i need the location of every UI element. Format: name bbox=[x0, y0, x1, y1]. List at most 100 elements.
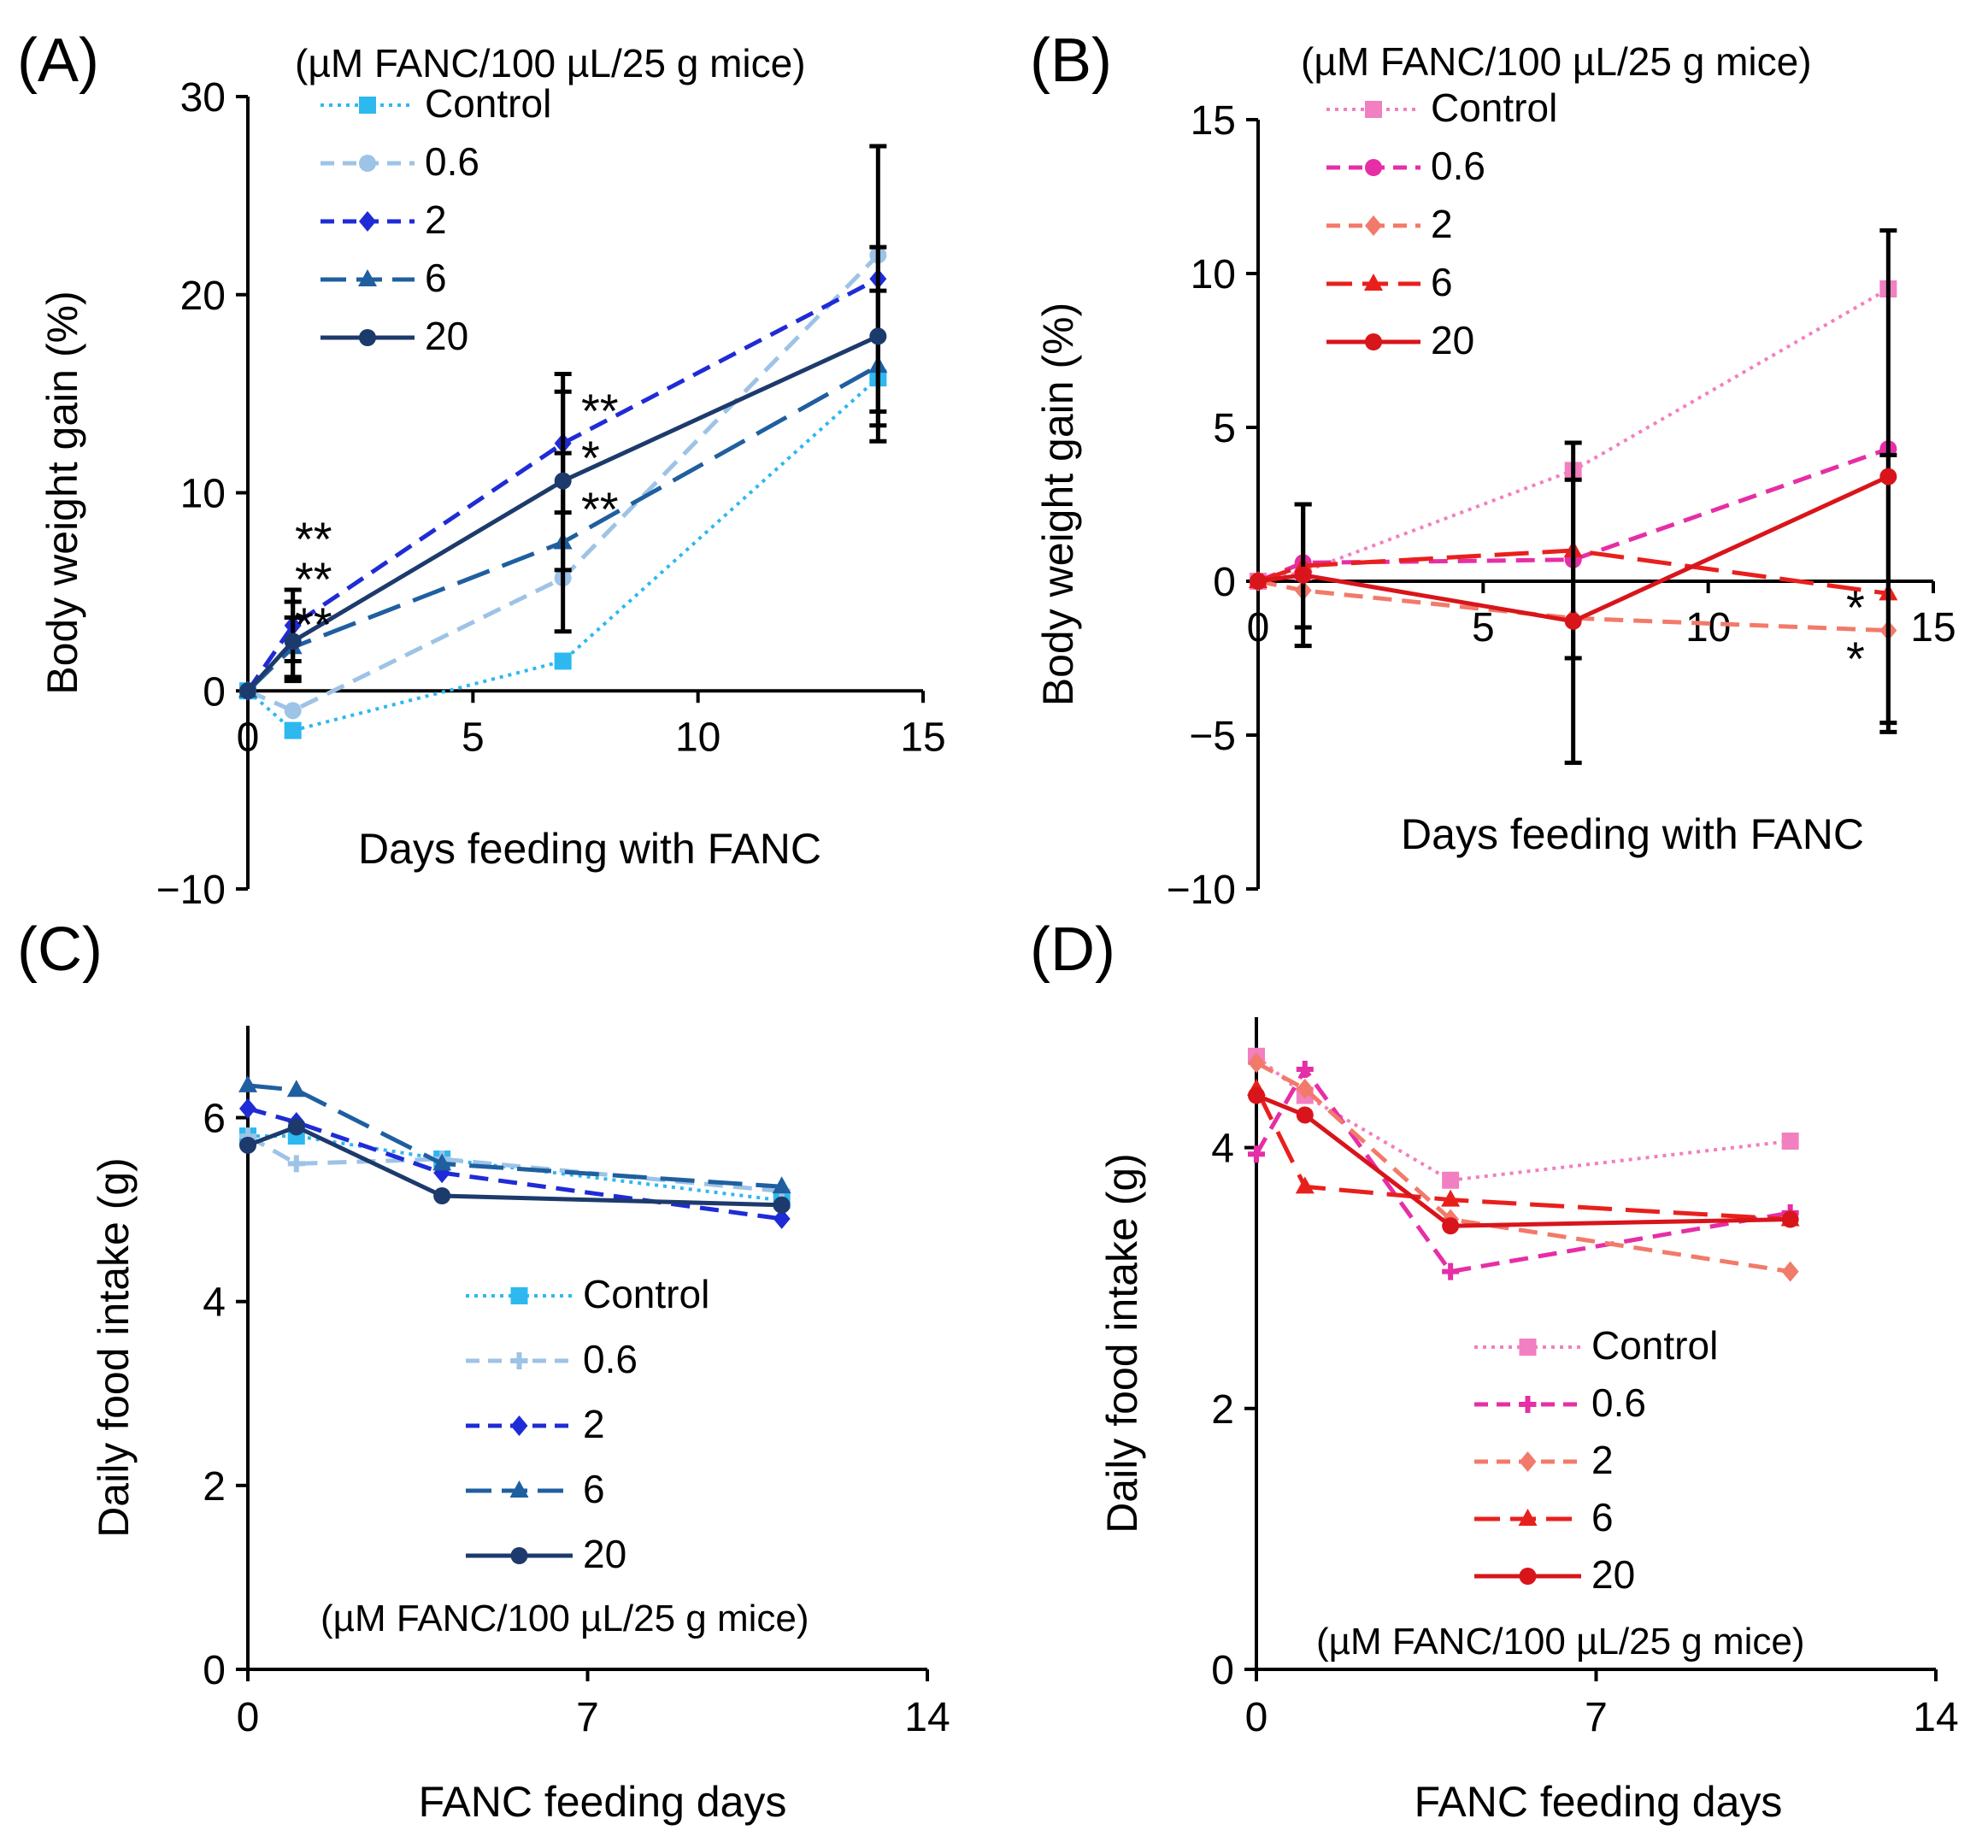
marker-circle bbox=[869, 327, 887, 345]
marker-circle bbox=[359, 329, 376, 346]
marker-diamond bbox=[1365, 215, 1382, 236]
marker-plus bbox=[287, 1155, 305, 1173]
series-line bbox=[1254, 1065, 1791, 1274]
legend-entry: 6 bbox=[425, 256, 447, 300]
y-axis-label: Body weight gain (%) bbox=[38, 291, 86, 694]
y-tick-label: −10 bbox=[1167, 868, 1236, 913]
marker-square bbox=[1365, 101, 1382, 118]
y-tick-label: 2 bbox=[1211, 1387, 1234, 1433]
x-tick-label: 0 bbox=[1245, 1695, 1268, 1740]
y-tick-label: 10 bbox=[180, 472, 226, 517]
panel-label: (C) bbox=[17, 915, 103, 984]
legend-entry: Control bbox=[583, 1272, 709, 1316]
marker-triangle bbox=[1364, 274, 1383, 291]
marker-square bbox=[1442, 1171, 1460, 1189]
series-line bbox=[246, 376, 879, 733]
marker-diamond bbox=[1519, 1451, 1537, 1472]
marker-diamond bbox=[773, 1208, 791, 1229]
significance-asterisk: * bbox=[581, 431, 600, 485]
y-tick-label: 5 bbox=[1213, 406, 1236, 451]
legend-entry: 0.6 bbox=[583, 1337, 638, 1381]
legend-entry: 2 bbox=[1431, 202, 1453, 246]
marker-plus bbox=[1248, 1145, 1265, 1163]
marker-diamond bbox=[510, 1415, 528, 1436]
legend-entry: 6 bbox=[1591, 1495, 1614, 1539]
y-tick-label: 0 bbox=[1211, 1648, 1234, 1693]
legend-entry: Control bbox=[1431, 85, 1557, 130]
marker-triangle bbox=[772, 1176, 791, 1194]
series-2 bbox=[1248, 1052, 1799, 1282]
y-tick-label: 0 bbox=[1213, 560, 1236, 605]
marker-circle bbox=[284, 702, 302, 720]
series-line bbox=[1257, 548, 1889, 596]
y-tick-label: 15 bbox=[1191, 98, 1236, 144]
panel-d: (D) 0 2 4 0 7 14 FANC feeding days Daily food in… bbox=[1030, 915, 1959, 1826]
marker-diamond bbox=[1296, 1078, 1314, 1099]
marker-plus bbox=[1296, 1061, 1314, 1079]
series-6 bbox=[1247, 1078, 1800, 1227]
marker-circle bbox=[1365, 159, 1382, 176]
marker-plus bbox=[1442, 1262, 1460, 1280]
series-line bbox=[247, 1124, 782, 1208]
x-tick-label: 15 bbox=[900, 715, 945, 760]
x-tick-label: 10 bbox=[1685, 605, 1731, 650]
marker-circle bbox=[239, 1136, 256, 1154]
marker-diamond bbox=[239, 1098, 256, 1119]
series-2 bbox=[239, 1098, 791, 1229]
x-axis-label: Days feeding with FANC bbox=[1401, 810, 1864, 858]
marker-plus bbox=[510, 1352, 528, 1369]
x-tick-label: 10 bbox=[675, 715, 721, 760]
y-axis-label: Daily food intake (g) bbox=[90, 1157, 138, 1538]
series-20 bbox=[239, 244, 887, 700]
marker-triangle bbox=[358, 269, 377, 286]
marker-triangle bbox=[238, 1074, 257, 1092]
y-tick-label: 10 bbox=[1191, 252, 1236, 297]
series-line bbox=[1257, 579, 1889, 633]
marker-plus bbox=[1519, 1396, 1537, 1413]
legend-entry: 20 bbox=[1431, 318, 1474, 362]
marker-circle bbox=[1879, 468, 1897, 486]
marker-diamond bbox=[1248, 1052, 1265, 1074]
legend-entry: 6 bbox=[1431, 260, 1453, 304]
x-tick-label: 5 bbox=[1472, 605, 1495, 650]
marker-triangle bbox=[1441, 1189, 1461, 1207]
panel-b: (B) −10 −5 0 5 10 15 0 5 10 15 Days feeding with FA… bbox=[1030, 26, 1956, 913]
marker-circle bbox=[1365, 333, 1382, 350]
marker-square bbox=[554, 652, 572, 670]
legend-entry: 20 bbox=[425, 314, 468, 358]
panel-a: (A) −10 0 10 20 30 0 5 10 15 Days feeding with FAN… bbox=[17, 26, 946, 913]
y-tick-label: 4 bbox=[1211, 1127, 1234, 1172]
legend-title: (µM FANC/100 µL/25 g mice) bbox=[321, 1598, 809, 1639]
series-line bbox=[245, 276, 879, 692]
significance-asterisk: ** bbox=[295, 512, 332, 566]
panel-label: (D) bbox=[1030, 915, 1115, 984]
legend-entry: 0.6 bbox=[1591, 1380, 1646, 1425]
marker-circle bbox=[1248, 1086, 1265, 1104]
marker-triangle bbox=[432, 1153, 452, 1171]
x-axis-label: FANC feeding days bbox=[1415, 1778, 1783, 1826]
series-20 bbox=[1248, 1086, 1799, 1235]
significance-asterisk: * bbox=[1846, 580, 1865, 634]
marker-circle bbox=[1564, 612, 1582, 630]
legend-entry: Control bbox=[425, 81, 551, 126]
legend-entry: 6 bbox=[583, 1467, 605, 1511]
marker-circle bbox=[773, 1196, 791, 1214]
x-tick-label: 0 bbox=[237, 1695, 260, 1740]
marker-circle bbox=[287, 1118, 305, 1136]
x-tick-label: 14 bbox=[1913, 1695, 1958, 1740]
marker-triangle bbox=[1295, 1176, 1315, 1194]
y-axis-label: Daily food intake (g) bbox=[1098, 1153, 1146, 1533]
legend-title: (µM FANC/100 µL/25 g mice) bbox=[295, 41, 806, 85]
marker-square bbox=[1519, 1339, 1537, 1356]
significance-asterisk: ** bbox=[295, 552, 332, 606]
legend-entry: 2 bbox=[1591, 1438, 1614, 1482]
x-tick-label: 14 bbox=[904, 1695, 950, 1740]
x-tick-label: 7 bbox=[1585, 1695, 1608, 1740]
series-line bbox=[1255, 1061, 1791, 1274]
series-line bbox=[248, 1134, 782, 1203]
significance-asterisk: * bbox=[1846, 632, 1865, 686]
panel-label: (B) bbox=[1030, 26, 1112, 95]
